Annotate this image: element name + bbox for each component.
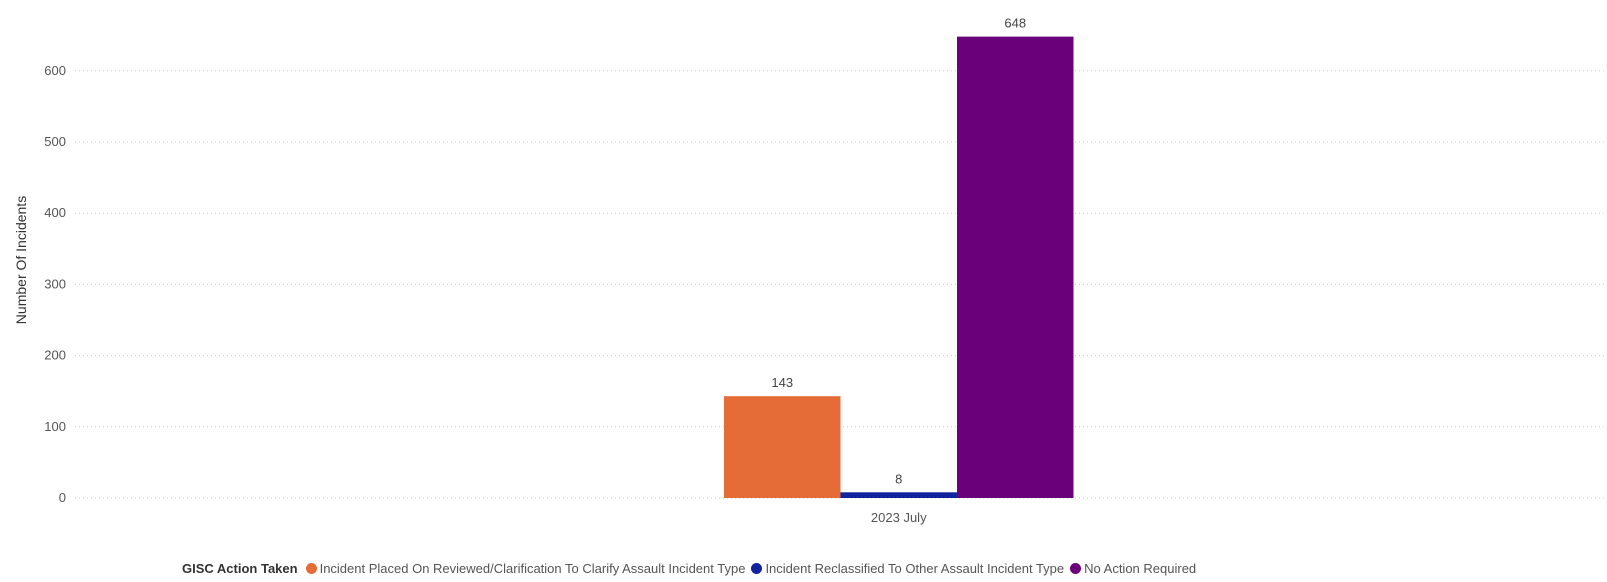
legend: GISC Action Taken Incident Placed On Rev… <box>182 558 1202 578</box>
legend-dot-icon <box>1070 562 1082 574</box>
x-axis-ticks: 2023 July <box>871 510 927 525</box>
legend-label: No Action Required <box>1084 560 1197 576</box>
legend-label: Incident Placed On Reviewed/Clarificatio… <box>319 560 746 576</box>
legend-item-reclassified[interactable]: Incident Reclassified To Other Assault I… <box>751 561 1064 576</box>
legend-item-reviewed[interactable]: Incident Placed On Reviewed/Clarificatio… <box>305 560 746 576</box>
y-tick-label: 400 <box>44 205 66 220</box>
y-tick-label: 500 <box>44 134 66 149</box>
x-tick-label: 2023 July <box>871 510 927 525</box>
legend-dot-icon <box>305 562 317 574</box>
bar[interactable] <box>724 396 841 498</box>
y-tick-label: 0 <box>59 490 66 505</box>
bars <box>724 36 1074 499</box>
y-axis-ticks: 0 100 200 300 400 500 600 <box>44 63 66 505</box>
y-tick-label: 300 <box>44 276 66 291</box>
legend-label: Incident Reclassified To Other Assault I… <box>765 560 1065 576</box>
data-labels: 143 8 648 <box>771 16 1026 487</box>
legend-dot-icon <box>751 562 763 574</box>
y-axis-title: Number Of Incidents <box>13 196 29 324</box>
bar[interactable] <box>957 36 1074 499</box>
y-tick-label: 200 <box>44 348 66 363</box>
data-label: 648 <box>1004 16 1026 31</box>
y-tick-label: 600 <box>44 63 66 78</box>
legend-title: GISC Action Taken <box>182 560 298 576</box>
y-tick-label: 100 <box>44 419 66 434</box>
legend-item-no-action[interactable]: No Action Required <box>1070 561 1196 576</box>
data-label: 8 <box>895 471 902 486</box>
bar[interactable] <box>840 492 958 498</box>
gridlines <box>75 70 1607 499</box>
data-label: 143 <box>771 375 793 390</box>
